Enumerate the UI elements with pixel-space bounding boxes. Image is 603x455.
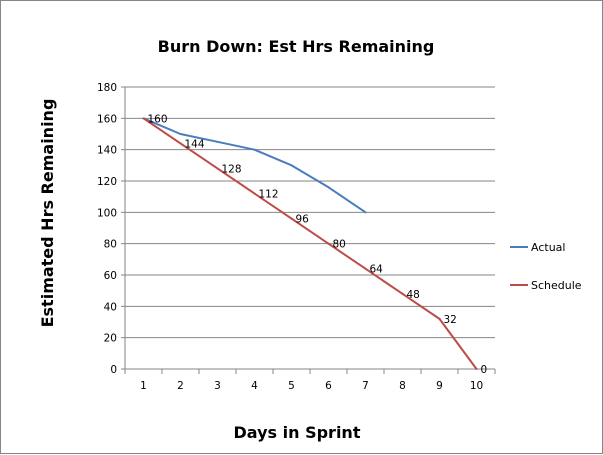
data-point-actual [327,186,330,189]
tick-labels: 0 20 40 60 80 100 120 140 160 180 1 2 3 4 5 6 7 8 9 10 [97,82,483,392]
legend-label-actual: Actual [531,241,565,254]
y-tick-label: 140 [97,145,117,157]
y-tick-label: 80 [104,239,117,251]
x-tick-label: 5 [288,380,295,392]
y-tick-label: 120 [97,176,117,188]
data-point-actual [179,133,182,135]
axes [121,86,496,374]
data-label: 48 [407,289,420,301]
x-tick-label: 9 [436,380,443,392]
x-tick-label: 4 [251,380,258,392]
data-point-actual [253,148,256,151]
y-tick-label: 0 [110,364,117,376]
data-point-schedule [253,192,256,195]
y-tick-label: 100 [97,207,117,219]
x-tick-label: 7 [362,380,369,392]
data-label: 80 [333,239,346,251]
x-tick-label: 6 [325,380,332,392]
x-tick-label: 10 [470,380,483,392]
gridlines [125,86,495,339]
y-tick-label: 180 [97,82,117,94]
data-label: 144 [185,138,205,150]
data-point-schedule [475,368,478,370]
data-point-schedule [179,142,182,145]
data-point-schedule [364,267,367,270]
series-line-actual [143,117,367,214]
data-point-actual [290,164,293,167]
y-tick-label: 20 [104,333,117,345]
data-label: 96 [296,214,310,226]
y-tick-label: 60 [104,270,117,282]
data-label: 112 [259,189,279,201]
x-tick-label: 1 [140,380,147,392]
data-point-actual [364,211,367,214]
data-label: 64 [370,264,384,276]
y-axis-title: Estimated Hrs Remaining [38,99,57,328]
data-point-actual [216,140,219,143]
x-tick-label: 3 [214,380,221,392]
data-label: 160 [148,113,168,125]
x-axis-title: Days in Sprint [234,423,361,442]
data-point-schedule [290,217,293,220]
data-label: 0 [481,364,488,376]
data-point-schedule [438,317,441,320]
y-tick-label: 160 [97,113,117,125]
data-label: 32 [444,314,457,326]
x-tick-label: 8 [399,380,406,392]
legend-label-schedule: Schedule [531,279,582,292]
chart-title: Burn Down: Est Hrs Remaining [158,37,435,56]
data-point-schedule [327,242,330,245]
y-tick-label: 40 [104,301,117,313]
x-tick-label: 2 [177,380,184,392]
data-label: 128 [222,163,242,175]
data-point-schedule [142,117,145,120]
data-point-schedule [401,292,404,295]
data-labels: 160 144 128 112 96 80 64 48 32 0 [148,113,488,376]
legend: Actual Schedule [510,241,582,292]
data-point-schedule [216,167,219,170]
series-lines [142,117,478,370]
series-line-schedule [142,117,478,370]
